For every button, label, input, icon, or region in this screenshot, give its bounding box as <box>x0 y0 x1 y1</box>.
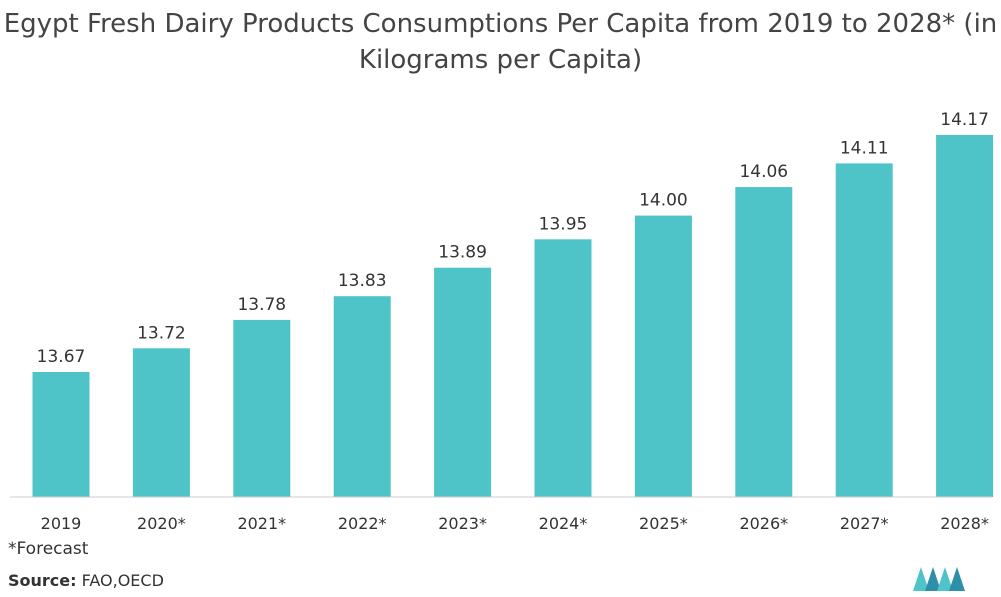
x-tick-label: 2019 <box>41 514 82 533</box>
bar-2019 <box>32 372 90 497</box>
x-tick-label: 2024* <box>539 514 588 533</box>
source-note: Source: FAO,OECD <box>8 571 164 590</box>
x-tick-label: 2020* <box>137 514 186 533</box>
data-label: 13.78 <box>237 295 286 315</box>
data-label: 13.89 <box>438 243 487 263</box>
data-label: 14.17 <box>940 110 989 130</box>
source-label: Source: <box>8 571 77 590</box>
chart-title-line-2: Kilograms per Capita) <box>358 45 643 75</box>
bar-2025-forecast <box>634 215 692 497</box>
bar-2026-forecast <box>735 187 793 497</box>
x-tick-label: 2026* <box>739 514 788 533</box>
x-tick-label: 2027* <box>840 514 889 533</box>
bar-2023-forecast <box>434 267 492 497</box>
bar-2020-forecast <box>132 348 190 497</box>
bar-2021-forecast <box>233 319 291 497</box>
forecast-footnote: *Forecast <box>8 539 89 559</box>
data-label: 13.95 <box>539 214 588 234</box>
x-tick-label: 2023* <box>438 514 487 533</box>
x-tick-label: 2022* <box>338 514 387 533</box>
data-label: 13.72 <box>137 323 186 343</box>
bar-2027-forecast <box>835 163 893 497</box>
bar-2022-forecast <box>333 296 391 497</box>
mordor-logo-icon <box>913 567 965 591</box>
x-tick-label: 2021* <box>237 514 286 533</box>
bar-2028-forecast <box>936 135 994 497</box>
x-tick-label: 2025* <box>639 514 688 533</box>
data-label: 14.00 <box>639 191 688 211</box>
data-label: 14.06 <box>739 162 788 182</box>
chart-title: Egypt Fresh Dairy Products Consumptions … <box>0 6 1001 78</box>
data-label: 14.11 <box>840 138 889 158</box>
data-label: 13.83 <box>338 271 387 291</box>
x-tick-label: 2028* <box>940 514 989 533</box>
data-label: 13.67 <box>37 347 86 367</box>
source-value: FAO,OECD <box>81 571 164 590</box>
chart-title-line-1: Egypt Fresh Dairy Products Consumptions … <box>3 9 998 39</box>
bar-2024-forecast <box>534 239 592 498</box>
